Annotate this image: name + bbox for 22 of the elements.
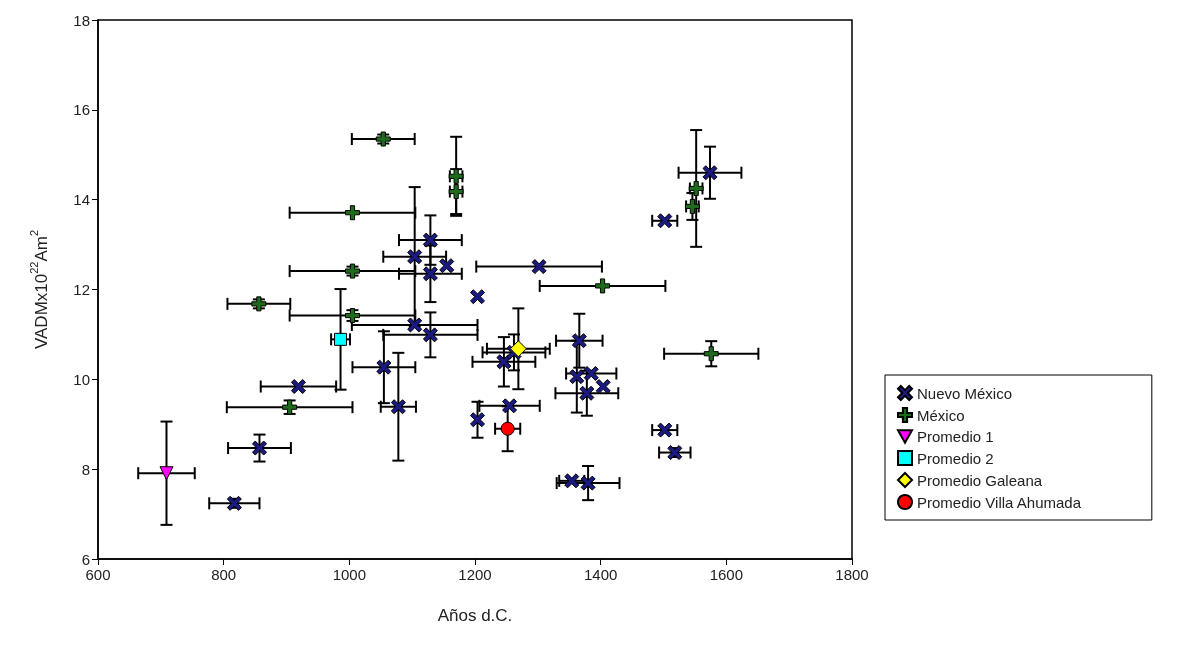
- legend-label: Promedio 1: [917, 428, 994, 445]
- x-tick-label: 1000: [332, 566, 367, 583]
- y-tick-label: 12: [73, 281, 90, 298]
- x-tick-label: 1600: [709, 566, 744, 583]
- x-tick-label: 800: [211, 566, 237, 583]
- x-tick-label: 1400: [583, 566, 618, 583]
- x-tick-label: 600: [85, 566, 111, 583]
- legend-label: Nuevo México: [917, 384, 1013, 402]
- x-axis-title: Años d.C.: [437, 606, 513, 625]
- x-tick-label: 1200: [458, 566, 492, 583]
- legend-label: Promedio Galeana: [917, 471, 1043, 489]
- y-tick-label: 16: [73, 101, 90, 119]
- y-tick-label: 18: [73, 11, 90, 29]
- legend-label: México: [917, 406, 965, 424]
- y-axis-title: VADMx1022Am2: [27, 229, 51, 350]
- x-tick-label: 1800: [835, 566, 869, 583]
- legend-label: Promedio 2: [917, 449, 994, 467]
- y-tick-label: 8: [81, 460, 90, 478]
- y-tick-label: 10: [73, 370, 90, 388]
- y-tick-label: 6: [81, 550, 90, 568]
- legend-label: Promedio Villa Ahumada: [917, 493, 1082, 511]
- y-tick-label: 14: [73, 191, 90, 209]
